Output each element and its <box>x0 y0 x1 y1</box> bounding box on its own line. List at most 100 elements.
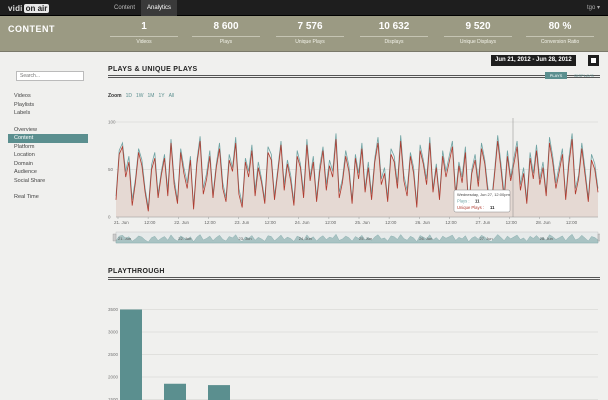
sidebar-item-platform[interactable]: Platform <box>14 143 35 150</box>
nav-analytics[interactable]: Analytics <box>141 0 178 16</box>
nav-content[interactable]: Content <box>114 5 136 11</box>
navigator-handle-left <box>112 233 117 242</box>
toggle-displays[interactable]: DISPLAYS <box>574 73 594 78</box>
navigator-label: 26. Jun <box>419 236 432 241</box>
x-tick-label: 28. Jun <box>536 220 551 225</box>
stat-value: 10 632 <box>378 21 410 32</box>
stat-videos: 1 Videos <box>110 21 178 45</box>
x-tick-label: 12:00 <box>506 220 518 225</box>
logo-text-right: on air <box>23 3 50 13</box>
y-tick-label: 50 <box>108 167 114 172</box>
top-bar: vidi on air Content Analytics tgo ▾ <box>0 0 608 16</box>
date-range-picker[interactable]: Jun 21, 2012 - Jun 28, 2012 <box>491 55 576 66</box>
sidebar-item-social-share[interactable]: Social Share <box>14 177 46 184</box>
unique-plays-series-line <box>115 139 599 212</box>
navigator-label: 25. Jun <box>359 236 372 241</box>
stat-value: 1 <box>141 21 147 32</box>
stat-unique-displays: 9 520 Unique Displays <box>444 21 512 45</box>
navigator-label: 22. Jun <box>178 236 191 241</box>
sidebar-item-overview[interactable]: Overview <box>14 126 37 133</box>
x-tick-label: 12:00 <box>325 220 337 225</box>
top-nav: Content Analytics <box>108 0 178 16</box>
toggle-plays[interactable]: PLAYS <box>545 72 567 79</box>
tooltip-unique-value: 11 <box>490 205 495 210</box>
app-logo[interactable]: vidi on air <box>8 3 50 13</box>
user-menu[interactable]: tgo ▾ <box>586 5 600 11</box>
tooltip-plays-label: Plays : <box>457 199 470 204</box>
sidebar-item-labels[interactable]: Labels <box>14 110 31 116</box>
zoom-bar: Zoom 1D 1W 1M 1Y All <box>108 93 178 99</box>
bar <box>164 383 186 400</box>
sidebar-item-videos[interactable]: Videos <box>14 93 31 99</box>
stat-value: 8 600 <box>213 21 239 32</box>
sidebar: Videos Playlists Labels Overview Content… <box>0 92 100 202</box>
stat-value: 9 520 <box>465 21 491 32</box>
stats-header: CONTENT 1 Videos 8 600 Plays 7 576 Uniqu… <box>0 16 608 52</box>
y-tick-label: 0 <box>108 215 111 220</box>
x-tick-label: 23. Jun <box>235 220 250 225</box>
y-tick-label: 3000 <box>108 330 119 335</box>
x-tick-label: 12:00 <box>204 220 216 225</box>
tooltip-box <box>453 189 511 213</box>
x-tick-label: 26. Jun <box>415 220 430 225</box>
sidebar-item-audience[interactable]: Audience <box>14 169 37 175</box>
x-tick-label: 22. Jun <box>174 220 189 225</box>
plays-section: PLAYS & UNIQUE PLAYS <box>108 66 600 78</box>
sidebar-item-domain[interactable]: Domain <box>14 160 33 167</box>
tooltip-unique-label: Unique Plays : <box>457 205 484 210</box>
y-tick-label: 1500 <box>108 397 119 400</box>
x-tick-label: 21. Jun <box>114 220 129 225</box>
calendar-icon <box>591 58 596 63</box>
zoom-all[interactable]: All <box>168 93 175 99</box>
tooltip-date: Wednesday, Jun 27, 12:00pm <box>457 192 510 197</box>
navigator-series <box>115 233 599 244</box>
stat-label: Unique Displays <box>444 36 512 45</box>
x-tick-label: 27. Jun <box>476 220 491 225</box>
section-divider <box>108 277 600 280</box>
search-input[interactable] <box>16 71 84 81</box>
x-tick-label: 12:00 <box>144 220 156 225</box>
navigator-label: 21. Jun <box>118 236 131 241</box>
stat-label: Videos <box>110 36 178 45</box>
navigator-label: 23. Jun <box>239 236 252 241</box>
x-tick-label: 12:00 <box>445 220 457 225</box>
x-tick-label: 12:00 <box>566 220 578 225</box>
zoom-1y[interactable]: 1Y <box>158 93 165 99</box>
playthrough-bar-chart: 3500 3000 2500 2000 1500 <box>108 307 598 400</box>
section-title: PLAYTHROUGH <box>108 268 165 275</box>
bar <box>120 309 142 400</box>
x-tick-label: 12:00 <box>385 220 397 225</box>
navigator-label: 27. Jun <box>480 236 493 241</box>
stat-label: Displays <box>360 36 428 45</box>
stat-label: Unique Plays <box>276 36 344 45</box>
y-tick-label: 2000 <box>108 375 119 380</box>
zoom-1w[interactable]: 1W <box>136 93 144 99</box>
page-title: CONTENT <box>8 24 55 34</box>
stat-displays: 10 632 Displays <box>360 21 428 45</box>
stat-value: 80 % <box>548 21 572 32</box>
stat-value: 7 576 <box>297 21 323 32</box>
sidebar-item-real-time[interactable]: Real Time <box>14 194 39 200</box>
sidebar-item-content[interactable]: Content <box>8 134 88 143</box>
zoom-1d[interactable]: 1D <box>125 93 133 99</box>
stat-unique-plays: 7 576 Unique Plays <box>276 21 344 45</box>
sidebar-item-playlists[interactable]: Playlists <box>14 101 35 108</box>
playthrough-section: PLAYTHROUGH <box>108 268 600 280</box>
stat-label: Plays <box>192 36 260 45</box>
zoom-label: Zoom <box>108 93 122 99</box>
tooltip-plays-value: 11 <box>475 199 480 204</box>
stat-plays: 8 600 Plays <box>192 21 260 45</box>
x-tick-label: 25. Jun <box>355 220 370 225</box>
x-tick-label: 12:00 <box>265 220 277 225</box>
navigator-handle-right <box>597 233 600 242</box>
stat-label: Conversion Ratio <box>526 36 594 45</box>
logo-text-left: vidi <box>8 3 23 13</box>
stat-conversion-ratio: 80 % Conversion Ratio <box>526 21 594 45</box>
y-tick-label: 100 <box>108 120 116 125</box>
navigator-label: 24. Jun <box>299 236 312 241</box>
sidebar-item-location[interactable]: Location <box>14 152 35 158</box>
calendar-button[interactable] <box>588 55 599 66</box>
zoom-1m[interactable]: 1M <box>147 93 155 99</box>
